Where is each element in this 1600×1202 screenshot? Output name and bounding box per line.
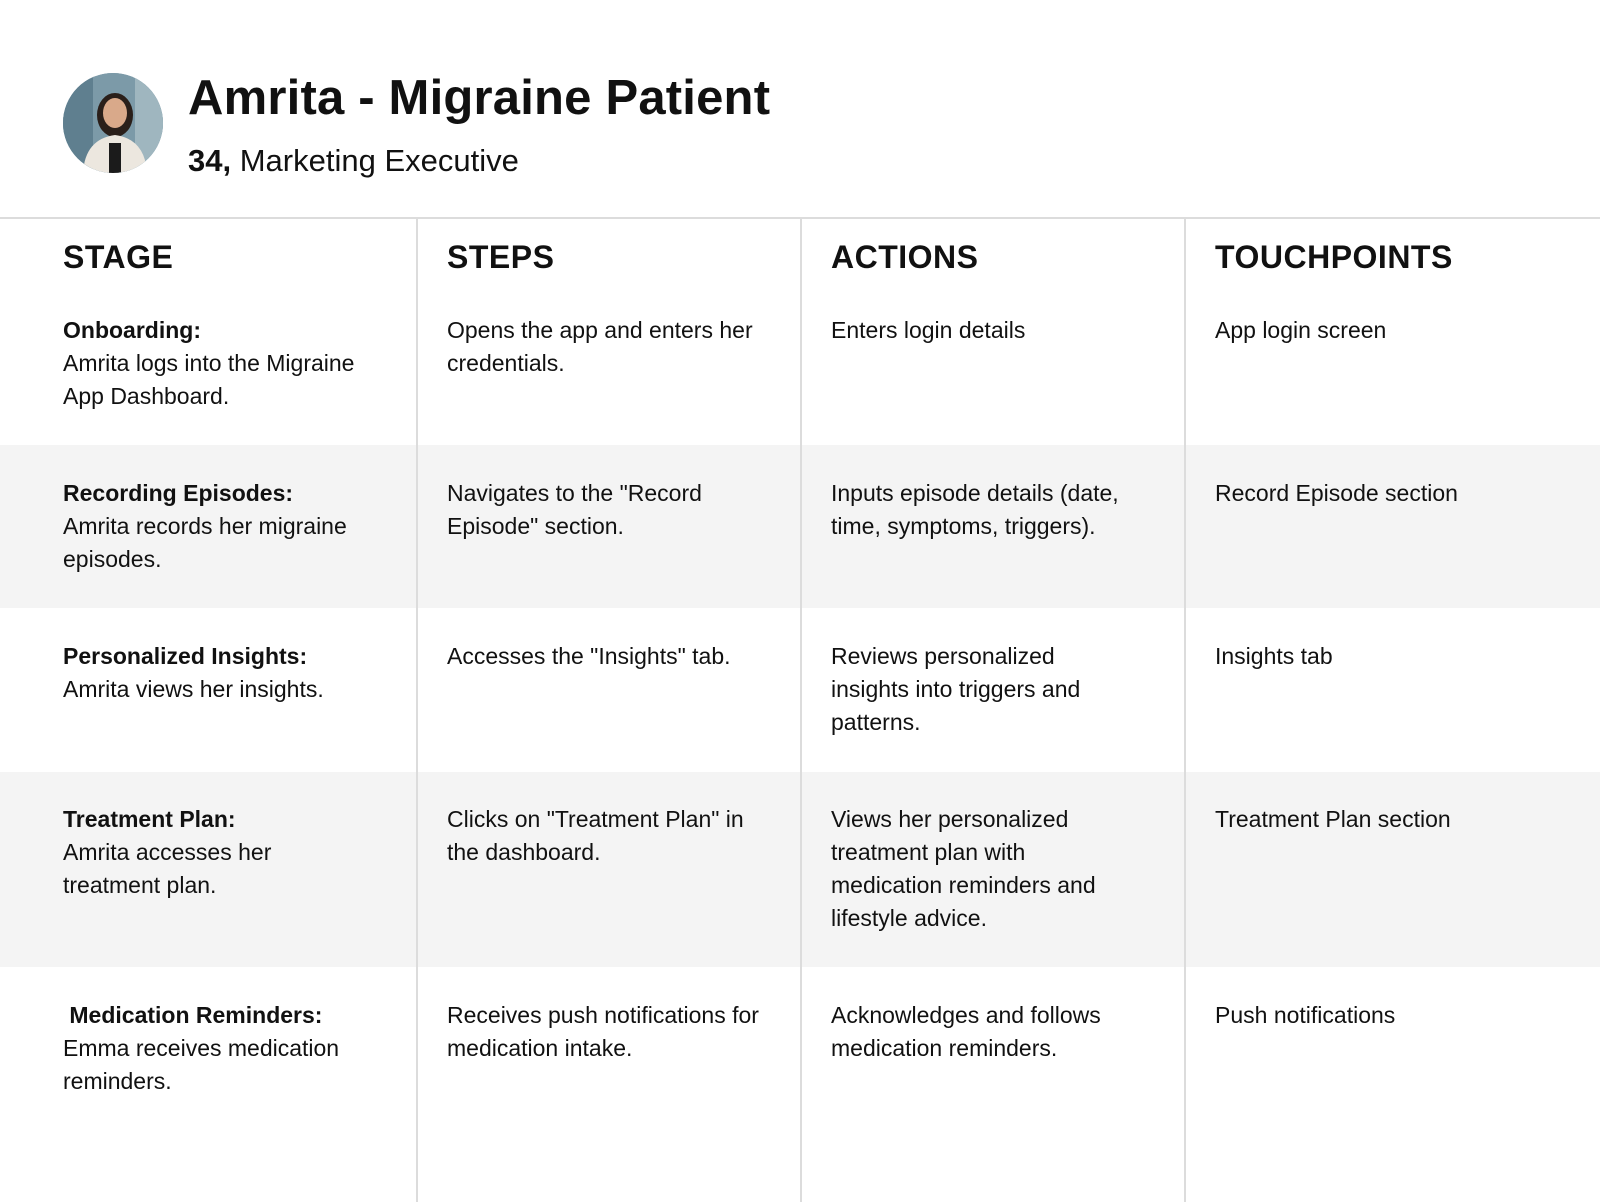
stage-title: Treatment Plan:	[63, 806, 236, 832]
touchpoints-cell: Record Episode section	[1215, 480, 1458, 506]
journey-table: STAGE STEPS ACTIONS TOUCHPOINTS Onboardi…	[0, 217, 1600, 1202]
persona-occupation: Marketing Executive	[239, 143, 519, 178]
touchpoints-cell: Insights tab	[1215, 643, 1333, 669]
steps-cell: Navigates to the "Record Episode" sectio…	[447, 480, 702, 539]
touchpoints-cell: App login screen	[1215, 317, 1387, 343]
stage-description: Amrita records her migraine episodes.	[63, 513, 347, 572]
stage-title: Personalized Insights:	[63, 643, 308, 669]
stage-title: Recording Episodes:	[63, 480, 294, 506]
actions-cell: Reviews personalized insights into trigg…	[831, 643, 1081, 735]
steps-cell: Accesses the "Insights" tab.	[447, 643, 731, 669]
actions-cell: Acknowledges and follows medication remi…	[831, 1002, 1101, 1061]
persona-title: Amrita - Migraine Patient	[188, 71, 771, 125]
persona-subtitle: 34, Marketing Executive	[188, 143, 519, 179]
stage-cell: Medication Reminders: Emma receives medic…	[63, 999, 393, 1098]
steps-cell: Opens the app and enters her credentials…	[447, 317, 753, 376]
persona-header: Amrita - Migraine Patient 34, Marketing …	[0, 0, 1600, 217]
touchpoints-cell: Treatment Plan section	[1215, 806, 1451, 832]
persona-age: 34,	[188, 143, 232, 178]
steps-cell: Clicks on "Treatment Plan" in the dashbo…	[447, 806, 744, 865]
column-divider	[800, 219, 802, 1202]
stage-title: Medication Reminders:	[63, 1002, 323, 1028]
column-header-actions: ACTIONS	[831, 239, 979, 275]
stage-description: Amrita logs into the Migraine App Dashbo…	[63, 350, 355, 409]
column-header-steps: STEPS	[447, 239, 555, 275]
column-header-touchpoints: TOUCHPOINTS	[1215, 239, 1453, 275]
actions-cell: Views her personalized treatment plan wi…	[831, 806, 1096, 931]
stage-cell: Treatment Plan: Amrita accesses her trea…	[63, 803, 363, 902]
steps-cell: Receives push notifications for medicati…	[447, 1002, 759, 1061]
column-divider	[1184, 219, 1186, 1202]
stage-description: Emma receives medication reminders.	[63, 1035, 346, 1094]
stage-description: Amrita accesses her treatment plan.	[63, 839, 272, 898]
stage-title: Onboarding:	[63, 317, 201, 343]
stage-cell: Personalized Insights: Amrita views her …	[63, 640, 393, 706]
persona-avatar	[63, 73, 163, 173]
touchpoints-cell: Push notifications	[1215, 1002, 1396, 1028]
actions-cell: Enters login details	[831, 317, 1026, 343]
column-divider	[416, 219, 418, 1202]
actions-cell: Inputs episode details (date, time, symp…	[831, 480, 1119, 539]
stage-cell: Onboarding: Amrita logs into the Migrain…	[63, 314, 393, 413]
stage-cell: Recording Episodes: Amrita records her m…	[63, 477, 393, 576]
column-header-stage: STAGE	[63, 239, 174, 275]
stage-description: Amrita views her insights.	[63, 676, 324, 702]
